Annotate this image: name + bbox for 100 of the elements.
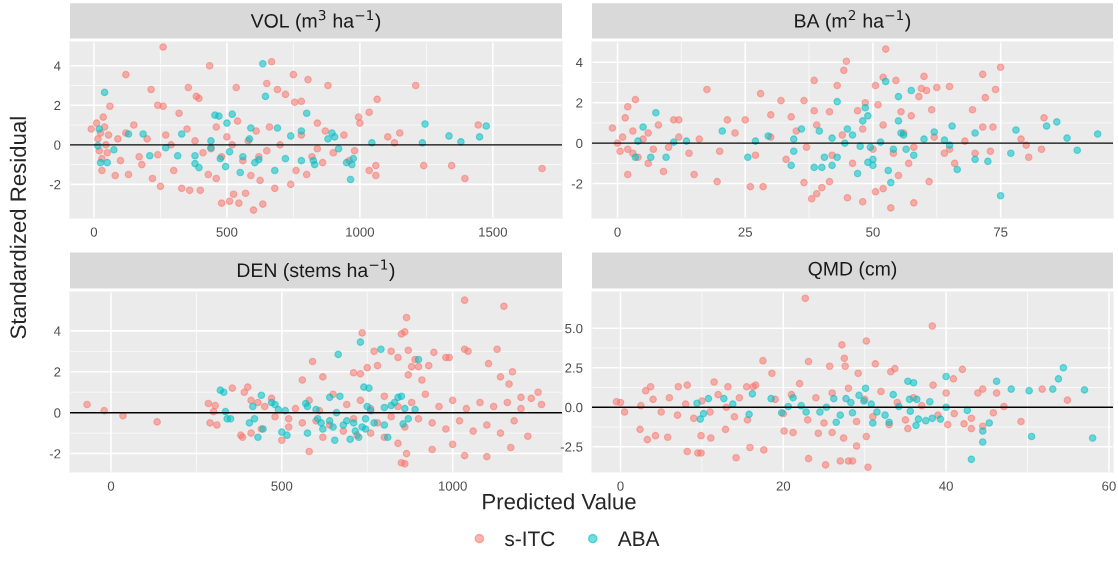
chart-title: DEN (stems ha$^{−1}$) xyxy=(237,259,395,281)
point xyxy=(215,112,223,120)
x-tick-label: 75 xyxy=(993,227,1008,237)
point xyxy=(336,392,344,401)
point xyxy=(281,154,290,163)
point xyxy=(96,158,105,167)
point xyxy=(239,152,247,161)
point xyxy=(936,415,945,423)
point xyxy=(356,338,365,346)
point xyxy=(921,416,930,425)
chart-title: QMD (cm) xyxy=(808,261,897,280)
point xyxy=(905,395,914,404)
point xyxy=(482,122,491,130)
point xyxy=(942,372,950,381)
point xyxy=(881,411,889,419)
point xyxy=(257,391,266,400)
point xyxy=(329,423,337,431)
point xyxy=(829,394,838,403)
point xyxy=(177,130,186,138)
point xyxy=(283,431,291,439)
point xyxy=(324,135,332,143)
point xyxy=(1088,434,1097,442)
x-tick-label: 500 xyxy=(271,481,293,491)
point xyxy=(110,145,118,154)
x-tick-label: 50 xyxy=(866,227,880,237)
x-tick-label: 40 xyxy=(939,481,953,491)
point xyxy=(286,132,295,140)
point xyxy=(802,408,810,416)
point xyxy=(861,384,870,393)
point xyxy=(869,419,877,427)
y-tick-label: 2 xyxy=(54,367,61,377)
point xyxy=(978,438,987,446)
chart-title: VOL (m$^{3}$ ha$^{−1}$) xyxy=(250,9,381,32)
point xyxy=(325,393,334,402)
point xyxy=(855,391,863,400)
point xyxy=(377,345,385,354)
point xyxy=(139,130,147,138)
y-tick-label: -2 xyxy=(49,449,61,459)
point xyxy=(926,397,934,406)
point xyxy=(270,166,279,175)
point xyxy=(978,427,987,435)
point xyxy=(928,414,937,423)
y-tick-label: 2.5 xyxy=(565,363,583,373)
x-tick-label: 0 xyxy=(107,481,115,491)
point xyxy=(278,428,286,436)
point xyxy=(1054,375,1063,383)
point xyxy=(351,427,360,435)
x-tick-label: 1500 xyxy=(479,227,508,237)
point xyxy=(195,163,203,172)
x-tick-label: 60 xyxy=(1102,481,1116,491)
point xyxy=(748,390,757,398)
y-tick-label: 2 xyxy=(54,100,61,111)
x-tick-label: 0 xyxy=(614,227,621,237)
point xyxy=(297,127,306,135)
y-tick-label: 0 xyxy=(54,140,61,150)
point xyxy=(704,394,713,403)
y-tick-label: 0.0 xyxy=(565,402,583,413)
point xyxy=(303,429,312,437)
point xyxy=(349,419,358,427)
point xyxy=(248,402,257,411)
y-tick-label: -2.5 xyxy=(560,442,583,452)
point xyxy=(842,394,850,403)
point xyxy=(699,409,708,418)
point xyxy=(967,455,976,464)
point xyxy=(226,415,235,423)
point xyxy=(909,378,918,387)
y-tick-label: 4 xyxy=(53,61,61,71)
point xyxy=(696,415,705,423)
point xyxy=(401,404,409,413)
point xyxy=(380,421,389,429)
point xyxy=(95,125,104,133)
point xyxy=(889,390,898,399)
x-tick-label: 1000 xyxy=(439,481,467,491)
point xyxy=(421,120,429,128)
point xyxy=(992,377,1001,386)
point xyxy=(302,109,311,118)
point xyxy=(397,392,406,401)
x-tick-label: 0 xyxy=(90,227,98,237)
point xyxy=(317,419,325,427)
y-tick-label: -2 xyxy=(49,179,61,190)
point xyxy=(325,417,334,425)
point xyxy=(228,110,237,118)
point xyxy=(103,158,112,167)
y-axis-title: Standardized Residual xyxy=(9,117,27,339)
x-tick-label: 1000 xyxy=(346,227,375,237)
x-axis-title: Predicted Value xyxy=(483,493,636,510)
point xyxy=(261,92,270,101)
y-tick-label: 5.0 xyxy=(565,323,583,334)
point xyxy=(361,415,370,423)
point xyxy=(100,88,109,97)
point xyxy=(346,435,354,444)
point xyxy=(816,408,824,416)
point xyxy=(847,398,855,407)
point xyxy=(390,398,399,407)
point xyxy=(729,400,737,408)
point xyxy=(720,394,728,403)
x-tick-label: 25 xyxy=(738,227,753,237)
y-tick-label: 4 xyxy=(575,57,583,68)
point xyxy=(904,377,912,386)
point xyxy=(309,156,318,165)
